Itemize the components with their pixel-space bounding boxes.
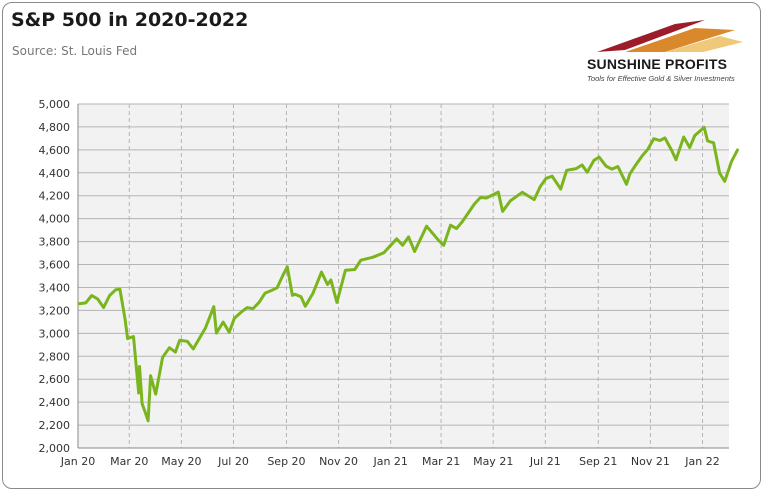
- x-tick-label: May 20: [161, 455, 201, 468]
- sp500-series-line: [77, 125, 739, 423]
- y-tick-label: 3,400: [39, 281, 71, 294]
- x-tick-label: Nov 20: [319, 455, 358, 468]
- vertical-gridlines: [128, 104, 704, 448]
- y-tick-label: 4,200: [39, 190, 71, 203]
- chart-title: S&P 500 in 2020-2022: [11, 9, 249, 31]
- x-tick-label: Nov 21: [631, 455, 670, 468]
- plot-area: [78, 104, 729, 448]
- axes: [77, 104, 729, 449]
- logo-name: SUNSHINE PROFITS: [587, 56, 728, 72]
- y-tick-label: 3,600: [39, 259, 71, 272]
- y-tick-label: 5,000: [39, 98, 71, 111]
- x-tick-label: May 21: [473, 455, 513, 468]
- x-tick-label: Jul 21: [529, 455, 561, 468]
- y-tick-label: 2,000: [39, 442, 71, 455]
- sunshine-profits-logo-mark: [597, 20, 743, 52]
- y-tick-label: 4,400: [39, 167, 71, 180]
- x-tick-label: Sep 20: [267, 455, 305, 468]
- y-tick-label: 3,800: [39, 236, 71, 249]
- x-axis-tick-labels: Jan 20 Mar 20 May 20 Jul 20 Sep 20 Nov 20 Jan …: [60, 455, 720, 468]
- y-tick-label: 3,200: [39, 304, 71, 317]
- y-tick-label: 4,800: [39, 121, 71, 134]
- sunshine-profits-logo: SUNSHINE PROFITS Tools for Effective Gol…: [585, 14, 745, 84]
- y-tick-label: 2,200: [39, 419, 71, 432]
- y-tick-label: 4,000: [39, 213, 71, 226]
- x-tick-label: Jan 22: [684, 455, 719, 468]
- y-tick-label: 2,800: [39, 350, 71, 363]
- y-tick-label: 3,000: [39, 327, 71, 340]
- y-tick-label: 2,600: [39, 373, 71, 386]
- x-tick-label: Jul 20: [217, 455, 249, 468]
- x-tick-label: Jan 20: [60, 455, 95, 468]
- x-tick-label: Jan 21: [372, 455, 407, 468]
- y-tick-label: 2,400: [39, 396, 71, 409]
- x-tick-label: Mar 21: [422, 455, 460, 468]
- x-tick-label: Mar 20: [110, 455, 148, 468]
- source-note: Source: St. Louis Fed: [12, 44, 138, 58]
- y-axis-tick-labels: 2,000 2,200 2,400 2,600 2,800 3,000 3,200 3,400…: [39, 98, 71, 455]
- x-tick-label: Sep 21: [579, 455, 617, 468]
- logo-tagline: Tools for Effective Gold & Silver Invest…: [587, 74, 735, 83]
- y-tick-label: 4,600: [39, 144, 71, 157]
